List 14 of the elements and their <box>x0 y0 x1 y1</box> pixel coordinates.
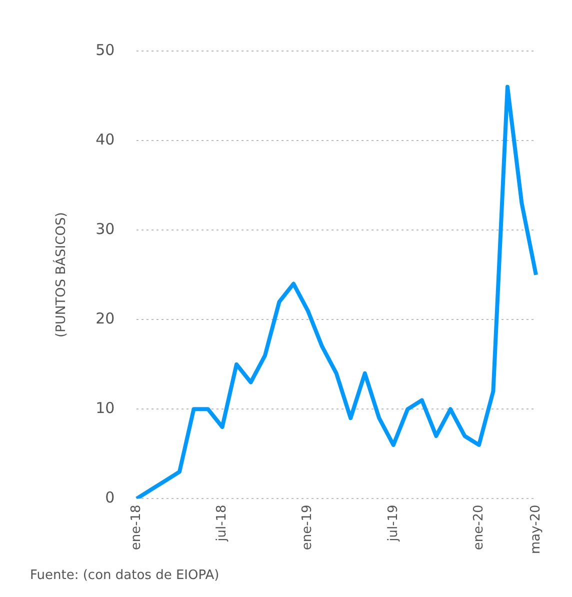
source-note: Fuente: (con datos de EIOPA) <box>30 568 220 583</box>
x-tick-label: may-20 <box>528 504 544 554</box>
y-axis-title: (PUNTOS BÁSICOS) <box>52 212 70 338</box>
y-tick-label: 50 <box>96 40 115 59</box>
x-tick-label: ene-18 <box>129 504 144 550</box>
x-tick-label: ene-20 <box>471 504 486 550</box>
y-tick-label: 10 <box>96 399 115 418</box>
y-tick-label: 20 <box>96 309 115 328</box>
x-tick-label: ene-19 <box>300 504 316 550</box>
x-tick-label: jul-19 <box>386 504 401 542</box>
y-tick-label: 40 <box>96 130 115 148</box>
x-tick-label: jul-18 <box>214 504 230 542</box>
y-tick-label: 0 <box>105 488 115 507</box>
y-tick-label: 30 <box>96 220 115 238</box>
